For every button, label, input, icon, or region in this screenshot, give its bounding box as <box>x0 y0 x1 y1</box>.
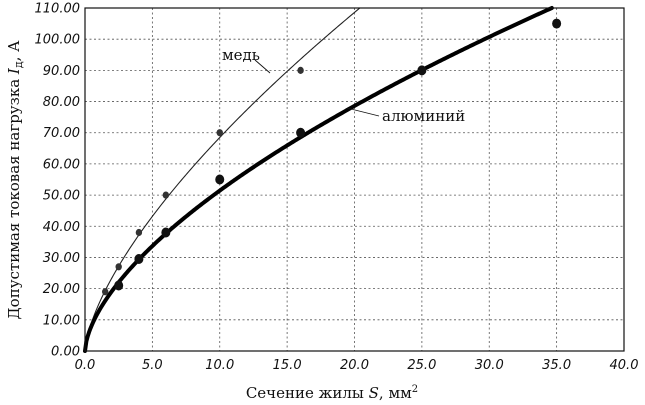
x-tick-label: 15.0 <box>273 358 302 373</box>
x-tick-label: 10.0 <box>205 358 234 373</box>
copper-label-leader <box>254 59 271 74</box>
x-tick-label: 0.0 <box>75 358 96 373</box>
aluminium-data-point <box>552 18 562 29</box>
y-axis-label: Допустимая токовая нагрузка Iд, А <box>5 40 25 320</box>
y-tick-label: 90.00 <box>43 64 80 79</box>
copper-data-point <box>102 288 109 296</box>
y-tick-label: 40.00 <box>43 220 80 235</box>
plot-frame <box>84 7 625 352</box>
x-tick-label: 5.0 <box>142 358 163 373</box>
y-tick-label: 30.00 <box>43 251 80 266</box>
y-tick-label: 50.00 <box>43 189 80 204</box>
aluminium-data-point <box>114 280 124 291</box>
aluminium-data-point <box>134 254 144 265</box>
y-tick-label: 20.00 <box>43 282 80 297</box>
y-tick-label: 0.00 <box>51 345 80 360</box>
x-tick-label: 40.0 <box>610 358 639 373</box>
copper-data-point <box>216 129 223 137</box>
copper-data-point <box>162 191 170 199</box>
series-curves <box>83 6 554 353</box>
y-tick-labels: 0.00 10.00 20.00 30.00 40.00 50.00 60.00 70.00 8… <box>35 2 81 360</box>
x-tick-labels: 0.0 5.0 10.0 15.0 20.0 25.0 30.0 35.0 40.0 <box>75 358 639 373</box>
aluminium-label-leader <box>346 107 380 117</box>
x-tick-label: 35.0 <box>542 358 571 373</box>
x-tick-label: 25.0 <box>407 358 436 373</box>
aluminium-data-point <box>215 174 225 185</box>
y-tick-label: 10.00 <box>43 313 80 328</box>
y-tick-label: 110.00 <box>35 2 81 17</box>
copper-data-point <box>135 228 143 237</box>
x-tick-label: 30.0 <box>475 358 504 373</box>
copper-data-point <box>115 263 122 271</box>
y-tick-label: 60.00 <box>43 157 80 172</box>
aluminium-curve <box>83 6 554 353</box>
aluminium-data-point <box>296 127 306 138</box>
y-tick-label: 80.00 <box>43 95 80 110</box>
series-markers <box>102 18 562 296</box>
x-tick-label: 20.0 <box>340 358 369 373</box>
aluminium-data-point <box>417 65 427 76</box>
x-axis-label: Сечение жилы S, мм2 <box>246 384 418 402</box>
y-tick-label: 100.00 <box>35 33 81 48</box>
aluminium-series-label: алюминий <box>382 107 465 125</box>
y-tick-label: 70.00 <box>43 126 80 141</box>
copper-series-label: медь <box>222 46 260 64</box>
aluminium-data-point <box>161 227 171 238</box>
copper-data-point <box>297 66 304 74</box>
plot-grid <box>85 8 624 351</box>
